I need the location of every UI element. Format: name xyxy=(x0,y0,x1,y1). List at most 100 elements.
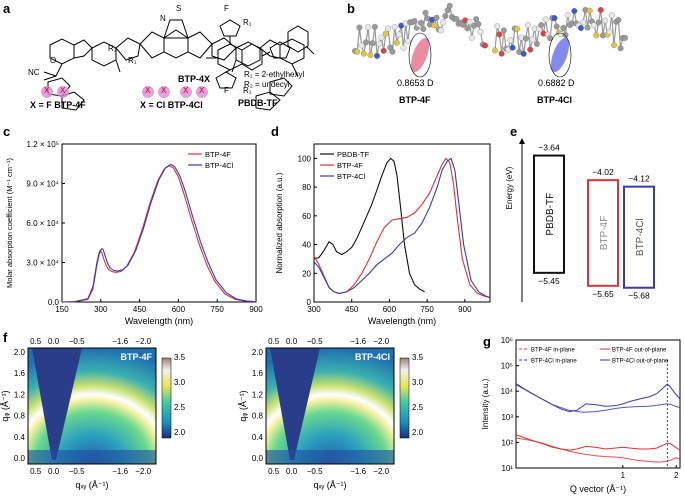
giwaxs-map-btp-4f: BTP-4F 0.0 0.4 0.8 1.2 1.6 2.0 0.5 0.0 −0.5 −1.6 −2… xyxy=(0,337,186,490)
bottom-tick-label: −0.5 xyxy=(69,467,85,476)
dipole-arrow xyxy=(410,37,430,73)
colorbar xyxy=(161,357,172,439)
colorbar-tick-label: 3.5 xyxy=(174,353,186,362)
atom xyxy=(360,50,367,57)
legend-label: BTP-4F out-of-plane xyxy=(612,348,667,354)
y-axis-label: qᵩ (Å⁻¹) xyxy=(0,390,10,421)
x-tick-label: 450 xyxy=(345,305,359,314)
bottom-tick-label: −2.0 xyxy=(135,467,151,476)
atom xyxy=(498,50,505,57)
atom xyxy=(562,32,569,38)
bond xyxy=(501,30,505,54)
atom xyxy=(466,18,473,25)
lumo-label: −4.02 xyxy=(592,167,614,177)
y-tick-label: 1.6 xyxy=(14,369,26,378)
chart-d: 300 450 600 750 900 0 20 40 60 80 100 Wavelength (n… xyxy=(275,143,491,326)
bond xyxy=(402,23,407,48)
atom xyxy=(475,21,482,27)
chart-c: 150 300 450 600 750 900 0.0 3.0 × 10⁴ 6.0 × 10⁴ 9… xyxy=(5,140,263,326)
atom xyxy=(453,15,460,22)
y-tick-label: 10² xyxy=(501,438,513,447)
series-line-btp-4f xyxy=(61,165,257,303)
y-tick-label: 0.0 xyxy=(252,454,264,463)
bond xyxy=(611,15,615,46)
top-tick-label: 0.0 xyxy=(286,337,298,346)
y-tick-label: 0.0 xyxy=(14,454,26,463)
bottom-tick-label: −2.0 xyxy=(373,467,389,476)
atom xyxy=(496,31,503,38)
label-r2: R₂ xyxy=(108,44,117,53)
series-line-btp-4cl xyxy=(61,163,257,303)
material-name: PBDB-TF xyxy=(545,193,556,236)
top-tick-label: −2.0 xyxy=(373,337,389,346)
y-tick-label: 1.6 xyxy=(252,369,264,378)
y-tick-label: 0 xyxy=(307,298,312,307)
x-mark-1: X xyxy=(44,86,50,95)
bond xyxy=(564,14,569,36)
atom xyxy=(420,26,427,32)
label-nc: NC xyxy=(28,68,40,77)
atom xyxy=(400,44,407,51)
atom xyxy=(611,42,617,49)
atom xyxy=(376,40,383,47)
wedge-shadow xyxy=(270,348,320,460)
x-tick-label: 1 xyxy=(621,471,626,480)
colorbar xyxy=(399,357,410,439)
map-frame xyxy=(265,347,395,465)
y-tick-label: 2.0 xyxy=(252,348,264,357)
map-frame xyxy=(27,347,157,465)
atom xyxy=(367,52,374,58)
atom xyxy=(382,30,389,37)
atom xyxy=(538,21,545,28)
y-axis-label: qᵩ (Å⁻¹) xyxy=(238,390,248,421)
y-tick-label: 3.0 × 10⁴ xyxy=(26,259,59,268)
lumo-label: −3.64 xyxy=(538,143,560,153)
atom xyxy=(622,34,628,41)
legend-label: BTP-4Cl in-plane xyxy=(531,359,577,365)
atom xyxy=(591,22,598,29)
colorbar-tick-label: 2.5 xyxy=(174,403,186,412)
bond xyxy=(494,26,498,51)
atom xyxy=(482,42,488,49)
series-line-pbdb-tf xyxy=(313,157,425,293)
series-line-btp-4f-in-plane xyxy=(515,437,681,463)
x-axis-label: Wavelength (nm) xyxy=(125,316,193,326)
y-tick-label: 1.2 xyxy=(14,390,26,399)
panel-label-f: f xyxy=(3,330,8,345)
atom xyxy=(509,44,516,51)
atom xyxy=(365,24,372,31)
chart-f: BTP-4F 0.0 0.4 0.8 1.2 1.6 2.0 0.5 0.0 −0.5 −1.6 −2… xyxy=(0,337,424,490)
plot-frame xyxy=(515,339,681,469)
atom xyxy=(380,47,387,54)
homo-label: −5.45 xyxy=(538,276,560,286)
atom xyxy=(378,34,385,41)
atom xyxy=(527,46,534,53)
y-axis-label: Molar absorption coefficient (M⁻¹ cm⁻¹) xyxy=(5,158,14,288)
atom xyxy=(385,25,392,32)
energy-box-btp-4cl xyxy=(623,185,655,289)
y-axis-label: Intensity (a.u.) xyxy=(481,378,490,429)
atom xyxy=(374,52,380,59)
bottom-tick-label: 0.5 xyxy=(30,467,42,476)
y-tick-label: 10⁶ xyxy=(501,336,513,345)
x-cl-label: X = Cl BTP-4Cl xyxy=(140,100,203,110)
atom xyxy=(369,40,376,47)
x-f-label: X = F BTP-4F xyxy=(30,100,86,110)
colorbar-tick-label: 2.5 xyxy=(412,403,424,412)
bond xyxy=(356,27,361,52)
top-tick-label: 0.5 xyxy=(30,337,42,346)
molecule-label-btp-4f: BTP-4F xyxy=(399,95,431,105)
bond xyxy=(498,34,503,54)
homo-label: −5.68 xyxy=(628,291,650,301)
panel-label-c: c xyxy=(3,124,11,139)
atom xyxy=(473,16,480,23)
y-tick-label: 9.0 × 10⁴ xyxy=(26,180,59,189)
label-s: S xyxy=(176,4,182,13)
x-mark-4: X xyxy=(161,86,167,95)
top-tick-label: −1.6 xyxy=(112,337,128,346)
horizon-band xyxy=(28,450,156,464)
r2-definition: R₂ = undecyl xyxy=(244,80,290,89)
bond xyxy=(405,23,409,42)
dipole-btp-4cl: 0.6882 D xyxy=(538,78,575,88)
bond xyxy=(374,26,378,56)
